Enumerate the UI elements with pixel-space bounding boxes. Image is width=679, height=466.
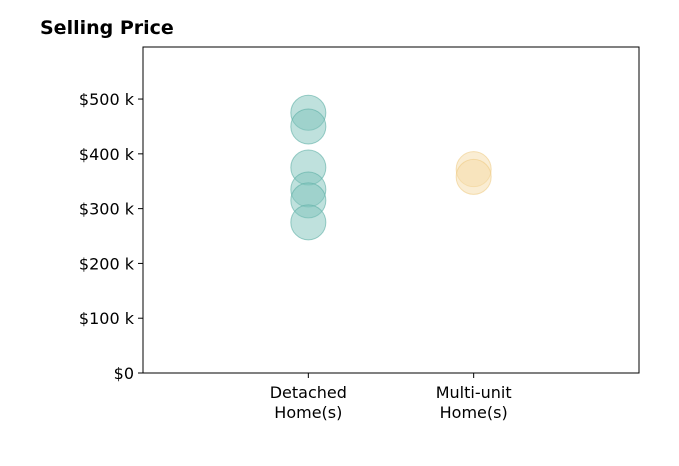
x-tick-label-1: Multi-unit Home(s) (436, 383, 512, 422)
plot-frame (142, 46, 640, 374)
data-point-0-1 (290, 108, 327, 145)
y-tick-label-0: $0 (114, 364, 134, 383)
marks-group (290, 94, 492, 241)
data-point-1-1 (455, 158, 492, 195)
y-tick-label-1: $100 k (79, 309, 135, 328)
y-tick-label-2: $200 k (79, 254, 135, 273)
y-tick-label-5: $500 k (79, 90, 135, 109)
chart-title: Selling Price (40, 17, 174, 39)
y-tick-label-4: $400 k (79, 145, 135, 164)
x-tick-label-0: Detached Home(s) (270, 383, 347, 422)
y-tick-label-3: $300 k (79, 200, 135, 219)
data-point-0-5 (290, 204, 327, 241)
axes-group: $0 $100 k $200 k $300 k $400 k $500 k Detached… (79, 46, 640, 422)
